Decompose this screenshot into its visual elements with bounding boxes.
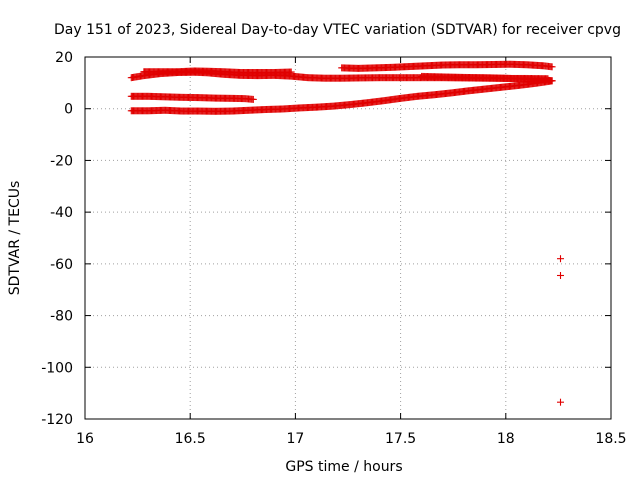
x-axis-title: GPS time / hours xyxy=(285,459,402,475)
data-point xyxy=(557,271,565,279)
y-tick-label: -120 xyxy=(41,412,73,428)
y-tick-label: 0 xyxy=(64,102,73,118)
y-tick-label: -60 xyxy=(50,257,73,273)
data-points xyxy=(127,60,565,406)
x-tick-label: 17 xyxy=(286,431,304,447)
y-tick-label: -40 xyxy=(50,205,73,221)
x-tick-label: 18 xyxy=(497,431,515,447)
data-point xyxy=(548,77,556,85)
x-tick-label: 17.5 xyxy=(385,431,416,447)
data-point xyxy=(557,398,565,406)
data-point xyxy=(548,63,556,71)
data-point xyxy=(249,95,257,103)
x-tick-label: 18.5 xyxy=(595,431,626,447)
y-tick-label: -20 xyxy=(50,153,73,169)
tick-labels: 16 16.5 17 17.5 18 18.5 -120 -100 -80 -60 -40 -20 0 2… xyxy=(41,50,626,447)
data-point xyxy=(557,255,565,263)
grid-lines xyxy=(85,57,611,419)
y-tick-label: 20 xyxy=(55,50,73,66)
x-tick-label: 16 xyxy=(76,431,94,447)
y-tick-label: -100 xyxy=(41,360,73,376)
chart-title: Day 151 of 2023, Sidereal Day-to-day VTE… xyxy=(54,22,621,38)
x-tick-label: 16.5 xyxy=(175,431,206,447)
plot-frame xyxy=(84,56,612,420)
y-axis-title: SDTVAR / TECUs xyxy=(7,181,23,296)
data-point xyxy=(287,68,295,76)
y-tick-label: -80 xyxy=(50,309,73,325)
